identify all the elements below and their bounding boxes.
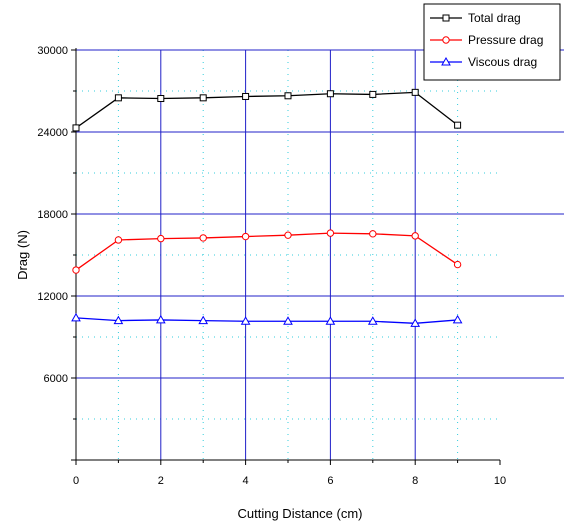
x-tick-label: 4	[243, 475, 249, 487]
x-axis-label: Cutting Distance (cm)	[238, 506, 363, 521]
data-point	[72, 124, 80, 132]
data-point	[284, 92, 292, 100]
y-tick-label: 6000	[44, 373, 68, 385]
data-point	[114, 236, 123, 244]
data-point	[453, 260, 462, 269]
x-tick-label: 2	[158, 475, 164, 487]
minor-grid	[76, 50, 500, 460]
legend: Total drag Pressure drag Viscous drag	[423, 3, 561, 81]
data-point	[369, 90, 377, 98]
data-point	[241, 232, 250, 241]
data-point	[326, 90, 334, 98]
data-point	[411, 232, 419, 240]
x-tick-label: 6	[327, 475, 333, 487]
legend-item: Total drag	[430, 11, 521, 25]
legend-label: Pressure drag	[468, 33, 543, 47]
series-layer	[71, 88, 463, 327]
data-point	[283, 316, 293, 325]
y-axis-label: Drag (N)	[15, 230, 30, 280]
data-point	[454, 121, 462, 129]
x-tick-label: 0	[73, 475, 79, 487]
data-point	[71, 312, 81, 322]
data-point	[410, 318, 421, 327]
legend-label: Total drag	[468, 11, 521, 25]
y-tick-label: 18000	[37, 209, 68, 221]
major-grid	[76, 49, 564, 460]
series-line	[75, 317, 458, 324]
series-total-drag	[72, 88, 462, 132]
legend-item: Viscous drag	[430, 55, 537, 69]
data-point	[284, 231, 292, 239]
x-tick-label: 8	[412, 475, 418, 487]
data-point	[72, 266, 80, 274]
legend-item: Pressure drag	[430, 33, 543, 47]
series-line	[75, 232, 458, 271]
data-point	[326, 229, 335, 237]
data-point	[325, 316, 336, 325]
data-point	[157, 95, 165, 103]
data-point	[199, 234, 207, 242]
series-viscous-drag	[71, 312, 463, 327]
data-point	[240, 316, 251, 325]
y-tick-label: 30000	[37, 45, 68, 57]
data-point	[411, 88, 419, 96]
data-point	[157, 234, 165, 243]
data-point	[242, 92, 250, 100]
data-point	[367, 316, 378, 325]
x-tick-label: 10	[494, 475, 506, 487]
data-point	[155, 314, 166, 324]
legend-label: Viscous drag	[468, 55, 537, 69]
data-point	[114, 94, 122, 102]
data-point	[369, 230, 377, 238]
series-line	[75, 91, 458, 129]
y-tick-label: 24000	[37, 127, 68, 139]
data-point	[113, 315, 124, 325]
tick-labels: 0 2 4 6 8 10 6000 12000 18000 24000 30000	[37, 45, 506, 487]
y-tick-label: 12000	[37, 291, 68, 303]
series-pressure-drag	[72, 229, 462, 274]
data-point	[452, 314, 463, 324]
data-point	[442, 14, 450, 22]
data-point	[198, 315, 209, 325]
data-point	[441, 56, 451, 66]
data-point	[199, 94, 207, 102]
data-point	[442, 36, 450, 44]
axes	[71, 48, 501, 465]
